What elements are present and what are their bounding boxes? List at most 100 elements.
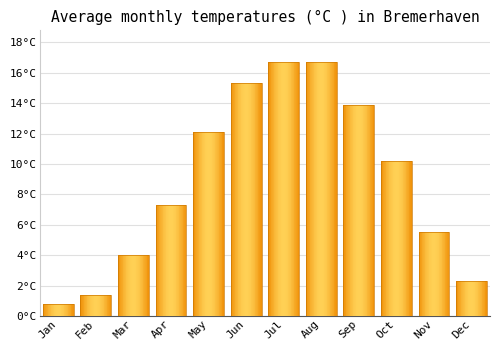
Bar (368, 105, 369, 316)
Bar (486, 281, 487, 316)
Bar (294, 62, 295, 316)
Bar (56, 304, 58, 316)
Bar (167, 205, 168, 316)
Title: Average monthly temperatures (°C ) in Bremerhaven: Average monthly temperatures (°C ) in Br… (50, 10, 480, 25)
Bar (156, 205, 157, 316)
Bar (250, 83, 252, 316)
Bar (193, 132, 194, 316)
Bar (134, 255, 135, 316)
Bar (85, 295, 86, 316)
Bar (440, 232, 441, 316)
Bar (437, 232, 438, 316)
Bar (345, 105, 346, 316)
Bar (472, 281, 473, 316)
Bar (210, 132, 211, 316)
Bar (326, 62, 328, 316)
Bar (468, 281, 469, 316)
Bar (460, 281, 462, 316)
Bar (172, 205, 174, 316)
Bar (109, 295, 110, 316)
Bar (175, 205, 176, 316)
Bar (164, 205, 165, 316)
Bar (140, 255, 141, 316)
Bar (63, 304, 64, 316)
Bar (158, 205, 160, 316)
Bar (306, 62, 336, 316)
Bar (350, 105, 351, 316)
Bar (48, 304, 49, 316)
Bar (411, 161, 412, 316)
Bar (120, 255, 121, 316)
Bar (323, 62, 324, 316)
Bar (286, 62, 287, 316)
Bar (68, 304, 69, 316)
Bar (447, 232, 448, 316)
Bar (479, 281, 480, 316)
Bar (288, 62, 289, 316)
Bar (99, 295, 100, 316)
Bar (106, 295, 108, 316)
Bar (361, 105, 362, 316)
Bar (404, 161, 405, 316)
Bar (296, 62, 297, 316)
Bar (316, 62, 318, 316)
Bar (391, 161, 392, 316)
Bar (83, 295, 84, 316)
Bar (459, 281, 460, 316)
Bar (400, 161, 401, 316)
Bar (473, 281, 474, 316)
Bar (218, 132, 220, 316)
Bar (355, 105, 356, 316)
Bar (313, 62, 314, 316)
Bar (184, 205, 185, 316)
Bar (392, 161, 394, 316)
Bar (319, 62, 320, 316)
Bar (80, 295, 111, 316)
Bar (432, 232, 433, 316)
Bar (384, 161, 385, 316)
Bar (349, 105, 350, 316)
Bar (470, 281, 472, 316)
Bar (418, 232, 420, 316)
Bar (124, 255, 125, 316)
Bar (64, 304, 65, 316)
Bar (52, 304, 53, 316)
Bar (121, 255, 122, 316)
Bar (396, 161, 397, 316)
Bar (70, 304, 72, 316)
Bar (280, 62, 281, 316)
Bar (145, 255, 146, 316)
Bar (308, 62, 309, 316)
Bar (315, 62, 316, 316)
Bar (329, 62, 330, 316)
Bar (98, 295, 99, 316)
Bar (321, 62, 322, 316)
Bar (466, 281, 467, 316)
Bar (171, 205, 172, 316)
Bar (131, 255, 132, 316)
Bar (185, 205, 186, 316)
Bar (54, 304, 55, 316)
Bar (201, 132, 202, 316)
Bar (483, 281, 484, 316)
Bar (170, 205, 171, 316)
Bar (269, 62, 270, 316)
Bar (298, 62, 299, 316)
Bar (369, 105, 370, 316)
Bar (217, 132, 218, 316)
Bar (386, 161, 387, 316)
Bar (309, 62, 310, 316)
Bar (381, 161, 412, 316)
Bar (360, 105, 361, 316)
Bar (214, 132, 216, 316)
Bar (457, 281, 458, 316)
Bar (82, 295, 83, 316)
Bar (141, 255, 142, 316)
Bar (398, 161, 400, 316)
Bar (354, 105, 355, 316)
Bar (310, 62, 311, 316)
Bar (420, 232, 421, 316)
Bar (203, 132, 204, 316)
Bar (438, 232, 440, 316)
Bar (462, 281, 463, 316)
